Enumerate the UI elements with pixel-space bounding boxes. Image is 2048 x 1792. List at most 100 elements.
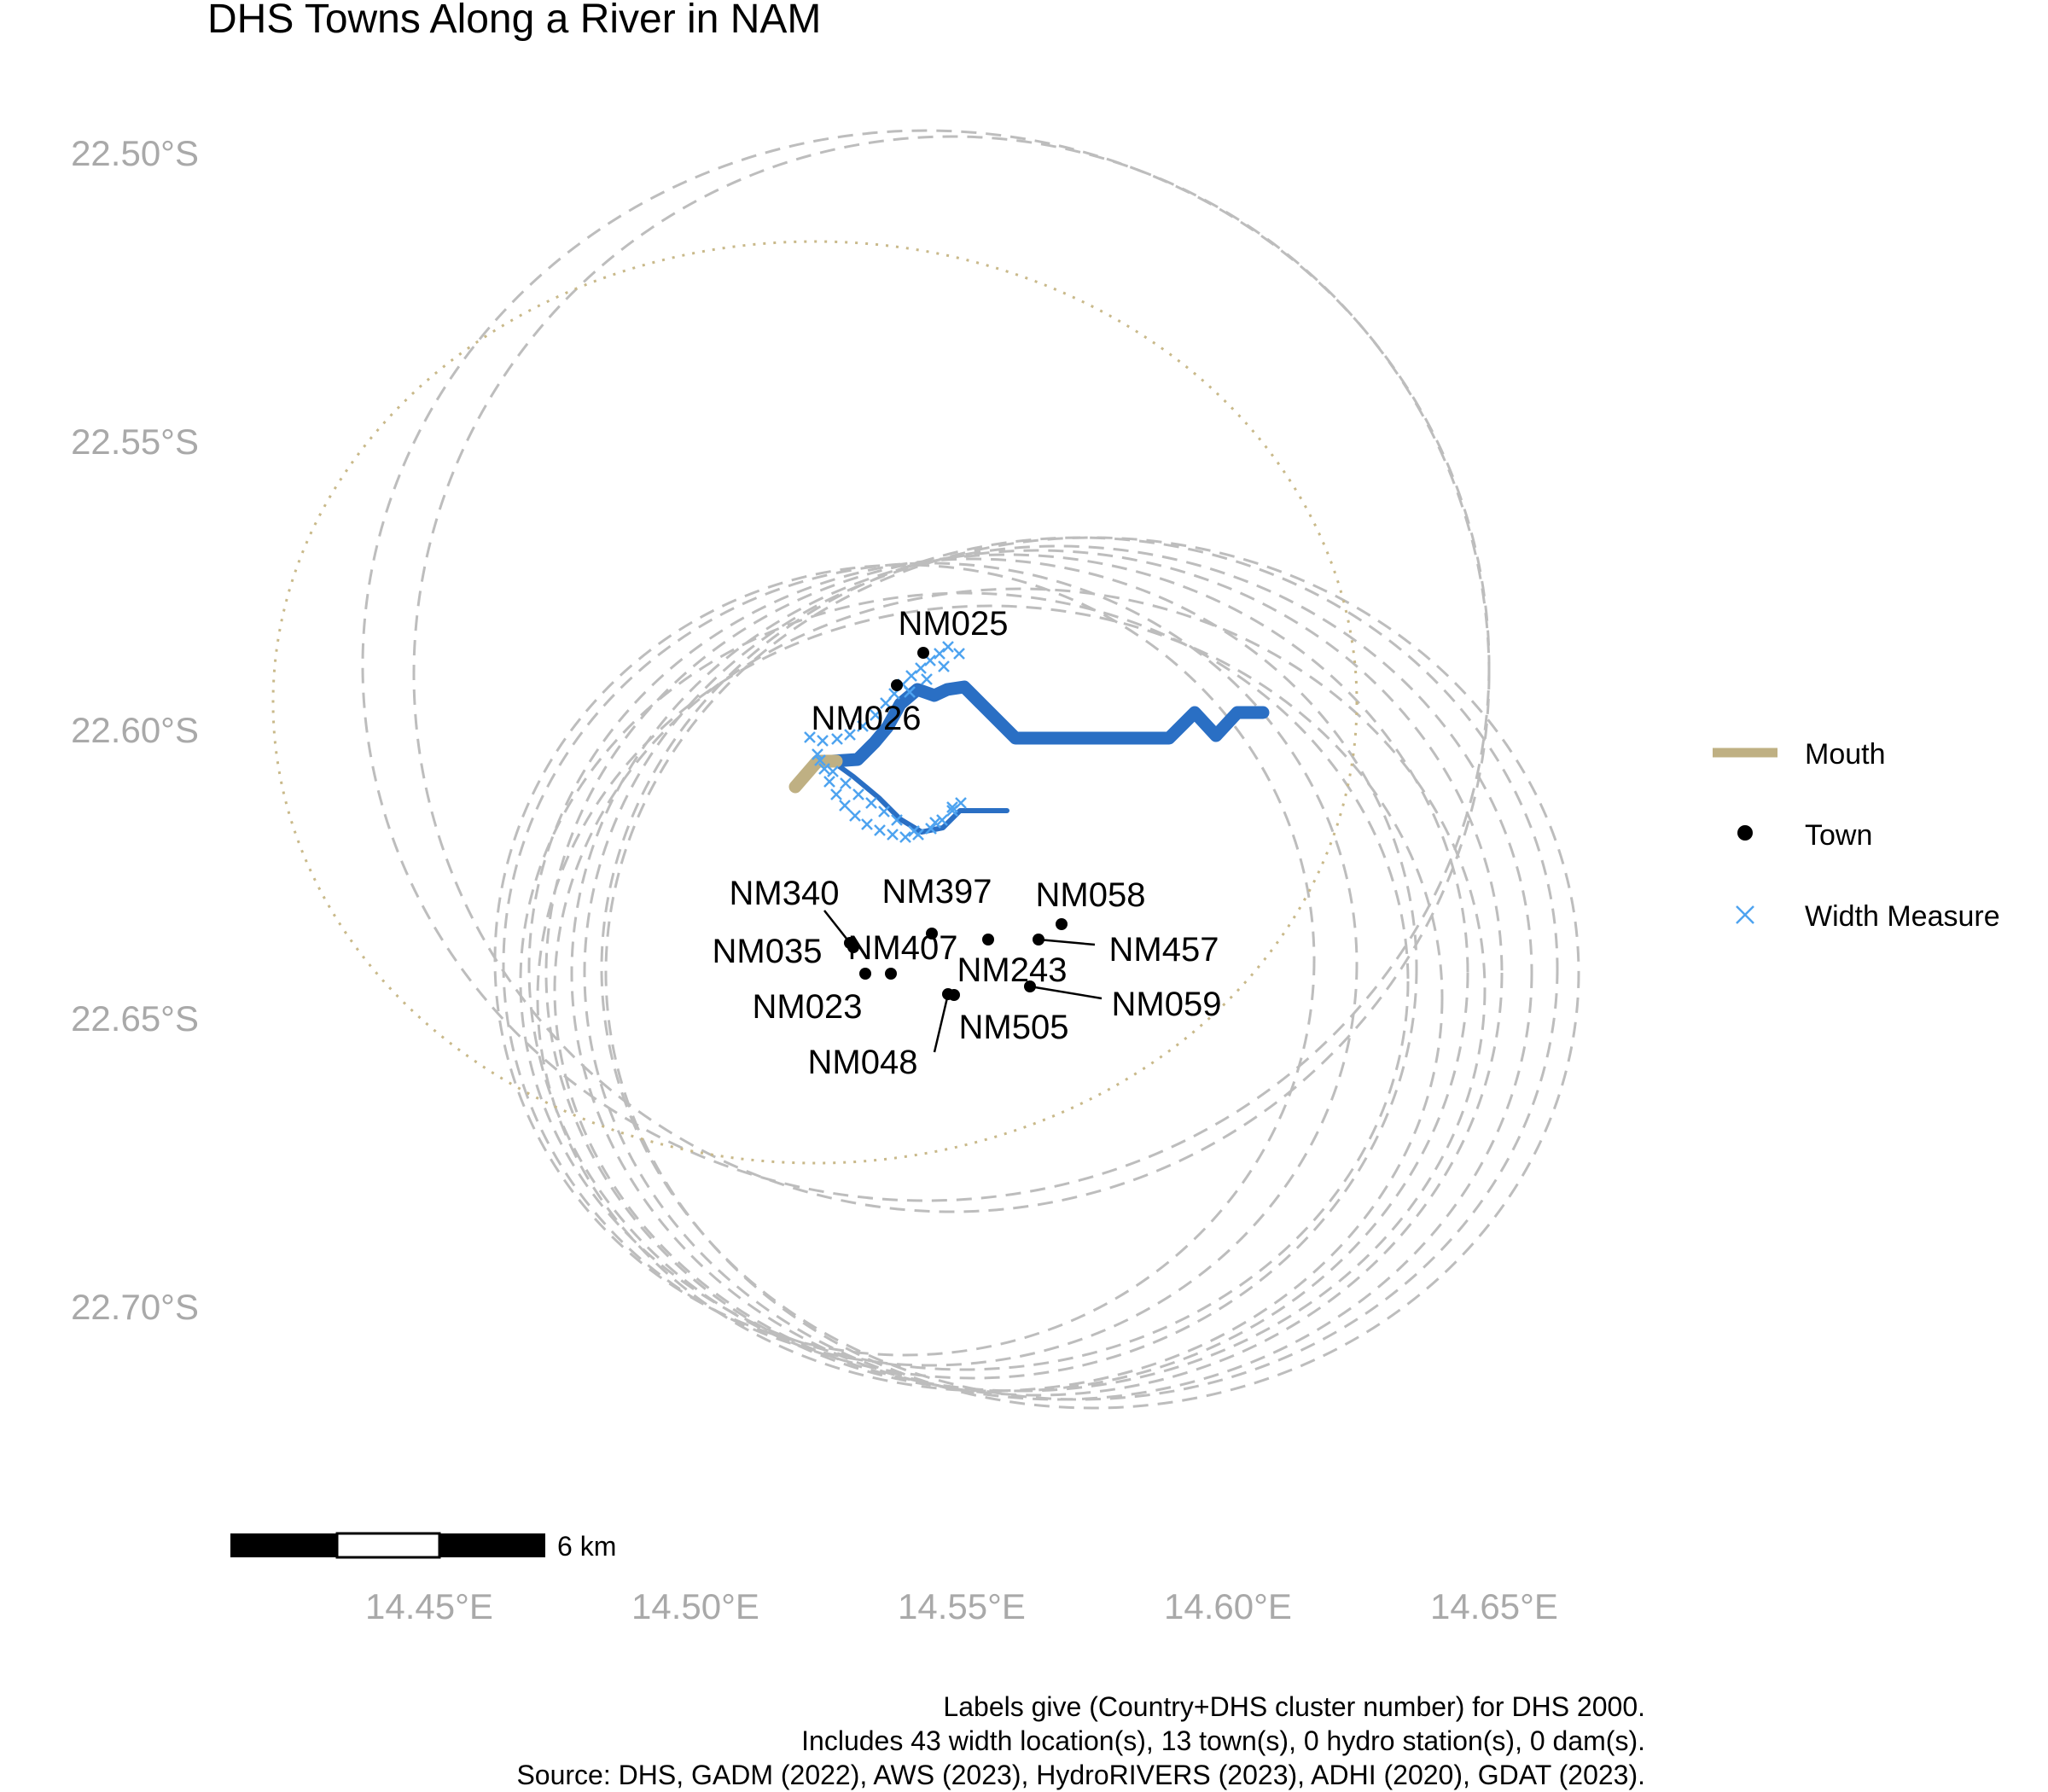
y-tick-label: 22.55°S <box>71 422 199 462</box>
buffer-circle <box>536 604 1444 1393</box>
town-point <box>859 968 871 980</box>
town-labels: NM025 NM026 NM340 NM035 NM023 NM397 NM40… <box>713 605 1222 1081</box>
width-measure-marker <box>874 824 886 836</box>
width-measure-marker <box>840 777 852 789</box>
legend-mouth-label: Mouth <box>1805 738 1886 771</box>
width-measure-marker <box>878 806 890 817</box>
width-measure-marker <box>839 800 851 812</box>
width-measure-marker <box>938 660 950 672</box>
width-measure-marker <box>818 763 830 775</box>
width-measure-marker <box>921 673 933 685</box>
town-label: NM058 <box>1036 876 1146 914</box>
x-tick-label: 14.60°E <box>1164 1586 1292 1626</box>
caption: Labels give (Country+DHS cluster number)… <box>516 1691 1645 1790</box>
town-point <box>1056 918 1068 930</box>
width-measure-marker <box>880 697 892 709</box>
y-tick-label: 22.70°S <box>71 1287 199 1327</box>
caption-line: Labels give (Country+DHS cluster number)… <box>943 1691 1645 1722</box>
town-label: NM023 <box>753 988 863 1026</box>
width-measure-marker <box>899 831 911 843</box>
buffer-circle <box>604 536 1580 1410</box>
y-axis-labels: 22.50°S 22.55°S 22.60°S 22.65°S 22.70°S <box>71 133 199 1327</box>
width-measure-marker <box>925 823 937 835</box>
mouth-buffer <box>271 240 1359 1165</box>
town-point <box>948 989 960 1001</box>
buffer-circle <box>553 587 1487 1393</box>
caption-line: Includes 43 width location(s), 13 town(s… <box>801 1725 1645 1756</box>
river-mouth <box>788 754 843 794</box>
river-main <box>825 680 1270 768</box>
x-axis-labels: 14.45°E 14.50°E 14.55°E 14.60°E 14.65°E <box>365 1586 1558 1626</box>
width-measure-marker <box>908 825 920 837</box>
y-tick-label: 22.65°S <box>71 998 199 1039</box>
caption-line: Source: DHS, GADM (2022), AWS (2023), Hy… <box>516 1760 1645 1790</box>
buffer-circle <box>502 561 1359 1367</box>
width-measure-marker <box>936 814 948 826</box>
width-measure-marker <box>812 748 823 760</box>
width-measure-marker <box>823 776 835 788</box>
town-buffers <box>361 129 1580 1410</box>
width-measure-marker <box>865 797 877 809</box>
x-tick-label: 14.65°E <box>1430 1586 1558 1626</box>
scale-bar-segment <box>335 1532 441 1559</box>
town-label: NM397 <box>882 873 992 911</box>
town-label: NM025 <box>899 605 1009 643</box>
y-tick-label: 22.60°S <box>71 710 199 750</box>
buffer-circle <box>519 591 1410 1371</box>
width-measure-marker <box>852 788 864 800</box>
width-measure-marker <box>831 733 843 745</box>
river-network <box>788 680 1270 835</box>
width-measure-marker <box>814 754 826 766</box>
width-measure-marker <box>955 797 967 809</box>
legend-town-key <box>1737 825 1753 841</box>
width-measure-marker <box>946 801 958 813</box>
width-measure-marker <box>915 662 927 674</box>
river-branch <box>829 759 1009 835</box>
buffer-circle <box>544 553 1469 1393</box>
scale-bar-label: 6 km <box>557 1531 616 1562</box>
buffer-circle <box>583 544 1533 1401</box>
width-measures <box>804 641 967 843</box>
legend-width-key <box>1736 905 1754 924</box>
width-measure-marker <box>934 648 945 660</box>
x-tick-label: 14.55°E <box>898 1586 1026 1626</box>
town-label: NM340 <box>730 875 840 912</box>
town-point <box>917 647 929 659</box>
leader-line <box>933 993 950 1053</box>
town-label: NM243 <box>957 951 1068 989</box>
width-measure-marker <box>942 641 954 653</box>
map-title: DHS Towns Along a River in NAM <box>207 0 821 42</box>
town-label: NM457 <box>1109 931 1219 969</box>
scale-bar-segment <box>230 1533 337 1557</box>
width-measure-marker <box>953 648 965 660</box>
width-measure-marker <box>887 829 899 841</box>
width-measure-marker <box>817 735 829 747</box>
scale-bar-segment <box>439 1533 545 1557</box>
legend-width-label: Width Measure <box>1805 900 2000 933</box>
town-point <box>847 941 859 953</box>
label-leaders <box>823 910 1103 1053</box>
legend: Mouth Town Width Measure <box>1713 738 2000 933</box>
width-measure-marker <box>857 720 869 732</box>
width-measure-marker <box>904 686 916 698</box>
width-measure-marker <box>891 814 903 826</box>
width-measure-marker <box>870 709 881 721</box>
town-label: NM407 <box>848 929 958 967</box>
legend-town-label: Town <box>1805 819 1872 852</box>
width-measure-marker <box>849 810 861 822</box>
buffer-circle <box>412 135 1491 1213</box>
town-label: NM059 <box>1112 986 1222 1023</box>
leader-line <box>1038 938 1096 946</box>
buffer-circle <box>527 557 1418 1380</box>
town-label: NM035 <box>713 933 823 970</box>
width-measure-marker <box>844 729 856 741</box>
width-measure-marker <box>827 765 839 777</box>
width-measure-marker <box>830 788 842 800</box>
buffer-circle <box>570 549 1504 1397</box>
town-point <box>926 928 938 940</box>
town-label: NM048 <box>808 1044 918 1081</box>
width-measure-marker <box>804 731 816 743</box>
leader-line <box>823 910 851 944</box>
width-measure-marker <box>929 817 941 829</box>
